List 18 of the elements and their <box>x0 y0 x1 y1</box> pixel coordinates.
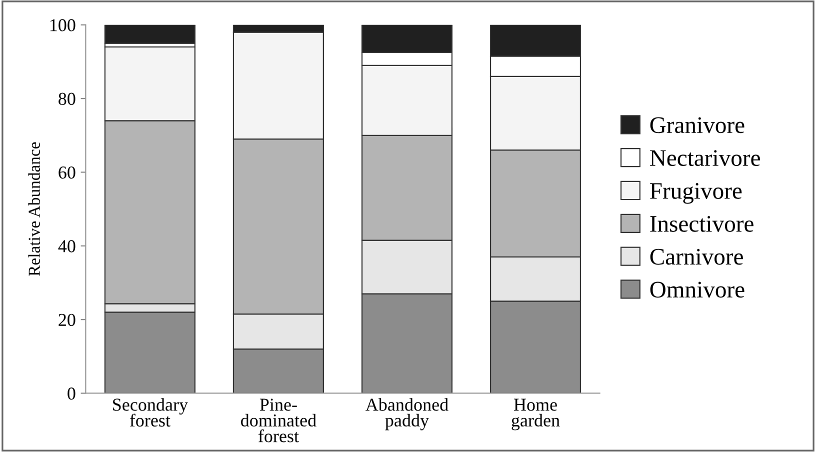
y-axis-title: Relative Abundance <box>28 142 40 276</box>
x-tick-label: Pine- dominated forest <box>241 398 316 442</box>
legend-label: Frugivore <box>650 183 742 204</box>
x-tick-label: Secondary forest <box>113 398 188 427</box>
y-tick-label: 0 <box>68 387 76 400</box>
y-tick-label: 40 <box>58 240 76 252</box>
y-tick-label: 80 <box>58 92 76 105</box>
legend-label: Nectarivore <box>650 150 760 166</box>
legend-label: Granivore <box>650 117 744 134</box>
y-tick-label: 60 <box>58 166 76 179</box>
x-tick-label: Home garden <box>512 398 560 430</box>
bar <box>104 24 196 44</box>
x-tick-label: Abandoned paddy <box>366 398 448 430</box>
legend-label: Carnivore <box>650 248 743 265</box>
y-tick-label: 100 <box>50 19 76 32</box>
y-tick-label: 20 <box>58 314 76 326</box>
legend-label: Omnivore <box>650 282 744 298</box>
legend-label: Insectivore <box>650 216 754 232</box>
